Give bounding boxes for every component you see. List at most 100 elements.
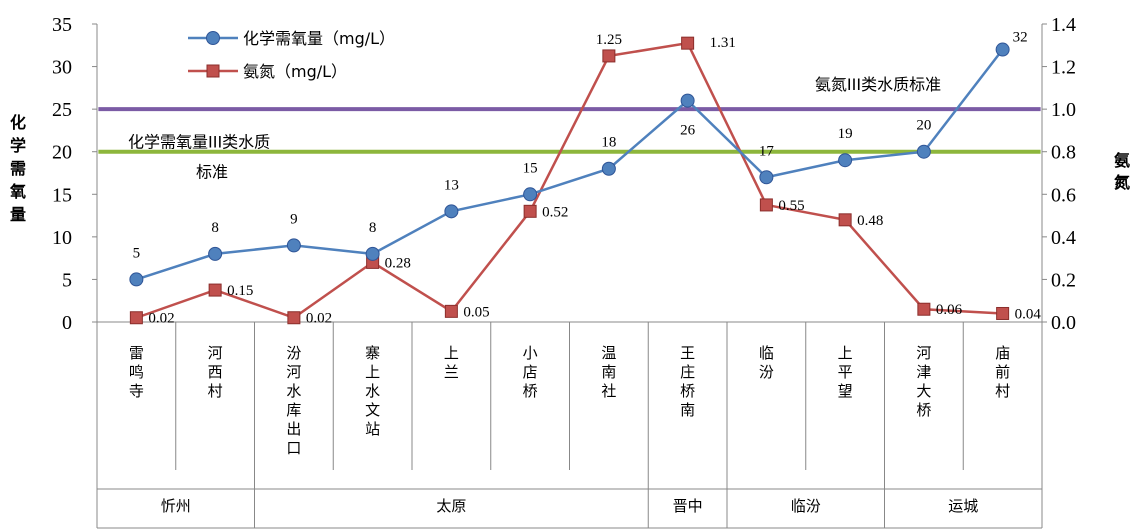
cod-point [444, 204, 459, 219]
category-label-char: 上 [838, 344, 853, 362]
category-label: 河西村 [208, 344, 223, 400]
category-label-char: 社 [601, 382, 616, 400]
ammonia-standard-label: 氨氮III类水质标准 [815, 75, 941, 94]
ammonia-point [208, 283, 222, 297]
ammonia-data-label: 0.55 [778, 198, 804, 214]
cod-data-label: 9 [290, 211, 298, 227]
cod-data-label: 13 [444, 177, 459, 193]
right-tick-label: 1.0 [1051, 99, 1076, 121]
category-label-char: 鸣 [129, 363, 144, 381]
right-tick-label: 0.0 [1051, 312, 1076, 334]
category-label-char: 库 [286, 401, 301, 419]
category-label-char: 平 [838, 363, 853, 381]
group-label: 晋中 [673, 497, 703, 515]
legend-cod-marker [206, 31, 220, 45]
cod-point [916, 144, 931, 159]
left-tick-label: 15 [52, 184, 72, 206]
category-label: 寨上水文站 [365, 344, 380, 438]
category-label-char: 文 [365, 401, 380, 419]
right-axis-title-char: 氮 [1114, 173, 1130, 192]
category-label-char: 津 [916, 363, 931, 381]
category-label: 临汾 [759, 344, 774, 381]
left-tick-label: 20 [52, 142, 72, 164]
category-label-char: 出 [286, 420, 301, 438]
ammonia-data-label: 0.15 [227, 283, 253, 299]
category-label: 河津大桥 [916, 344, 931, 419]
right-tick-label: 1.4 [1051, 14, 1076, 36]
category-label-char: 口 [286, 439, 301, 457]
cod-point [680, 93, 695, 108]
category-label-char: 前 [995, 363, 1010, 381]
category-label-char: 温 [601, 344, 616, 362]
category-label-char: 庄 [680, 363, 695, 381]
category-label: 温南社 [601, 344, 616, 400]
right-axis-title: 氨氮 [1114, 151, 1130, 192]
right-tick-label: 0.4 [1051, 227, 1076, 249]
right-tick-label: 0.8 [1051, 142, 1076, 164]
left-tick-label: 0 [62, 312, 72, 334]
category-label: 汾河水库出口 [286, 344, 301, 457]
cod-point [995, 42, 1010, 57]
category-labels: 雷鸣寺河西村汾河水库出口寨上水文站上兰小店桥温南社王庄桥南临汾上平望河津大桥庙前… [129, 344, 1010, 515]
ammonia-data-label: 0.06 [936, 302, 963, 318]
ammonia-point [917, 302, 931, 316]
ammonia-point [444, 304, 458, 318]
cod-point [838, 153, 853, 168]
group-label: 太原 [436, 497, 466, 515]
category-label-char: 桥 [680, 382, 695, 400]
left-axis-title-char: 量 [10, 205, 26, 224]
cod-data-label: 15 [523, 160, 538, 176]
category-label-char: 王 [680, 344, 695, 362]
cod-point [523, 187, 538, 202]
category-label-char: 望 [838, 382, 853, 400]
category-label-char: 庙 [995, 344, 1010, 362]
cod-data-label: 8 [211, 220, 219, 236]
ammonia-data-label: 0.04 [1015, 306, 1042, 322]
category-label-char: 南 [680, 401, 695, 419]
category-label-char: 汾 [759, 363, 774, 381]
ammonia-point [129, 311, 143, 325]
category-label-char: 寨 [365, 344, 380, 362]
cod-point [208, 246, 223, 261]
cod-line [135, 48, 1004, 281]
legend-ammonia-marker [206, 64, 220, 78]
ammonia-point [602, 49, 616, 63]
axis-titles: 化学需氧量 氨氮 [9, 113, 1130, 224]
left-axis-title-char: 氧 [9, 182, 26, 201]
category-label-char: 上 [444, 344, 459, 362]
left-axis-title-char: 需 [10, 159, 26, 178]
cod-data-label: 17 [759, 143, 775, 159]
category-label-char: 大 [916, 382, 931, 400]
ammonia-point [287, 311, 301, 325]
category-label: 上兰 [444, 344, 459, 381]
cod-point [129, 272, 144, 287]
category-label-char: 小 [523, 344, 538, 362]
cod-data-label: 20 [916, 118, 931, 134]
category-label-char: 桥 [523, 382, 538, 400]
right-axis-title-char: 氨 [1114, 151, 1130, 170]
cod-data-label: 26 [680, 123, 696, 139]
category-label-char: 店 [523, 363, 538, 381]
right-tick-label: 0.6 [1051, 184, 1076, 206]
ammonia-data-label: 0.28 [385, 255, 411, 271]
category-label-char: 河 [916, 344, 931, 362]
left-axis-title-char: 化 [10, 113, 26, 132]
series-layer: 0.02 0.15 0.02 0.28 0.05 0.52 1.25 1.31 0.55 0.48… [129, 30, 1042, 327]
cod-data-label: 19 [838, 126, 853, 142]
category-label: 王庄桥南 [680, 344, 695, 419]
ammonia-point [838, 213, 852, 227]
cod-data-label: 32 [1013, 30, 1028, 46]
group-label: 临汾 [791, 497, 821, 515]
category-label: 小店桥 [523, 344, 538, 400]
category-label-char: 寺 [129, 382, 144, 400]
category-label: 上平望 [838, 344, 853, 400]
category-label-char: 桥 [916, 401, 931, 419]
left-tick-label: 25 [52, 99, 72, 121]
left-tick-label: 30 [52, 57, 72, 79]
ammonia-data-label: 1.25 [596, 32, 622, 48]
ammonia-data-label: 0.05 [463, 304, 489, 320]
left-tick-label: 5 [62, 269, 72, 291]
plot-frame [96, 24, 1043, 529]
ammonia-data-label: 0.02 [148, 311, 174, 327]
